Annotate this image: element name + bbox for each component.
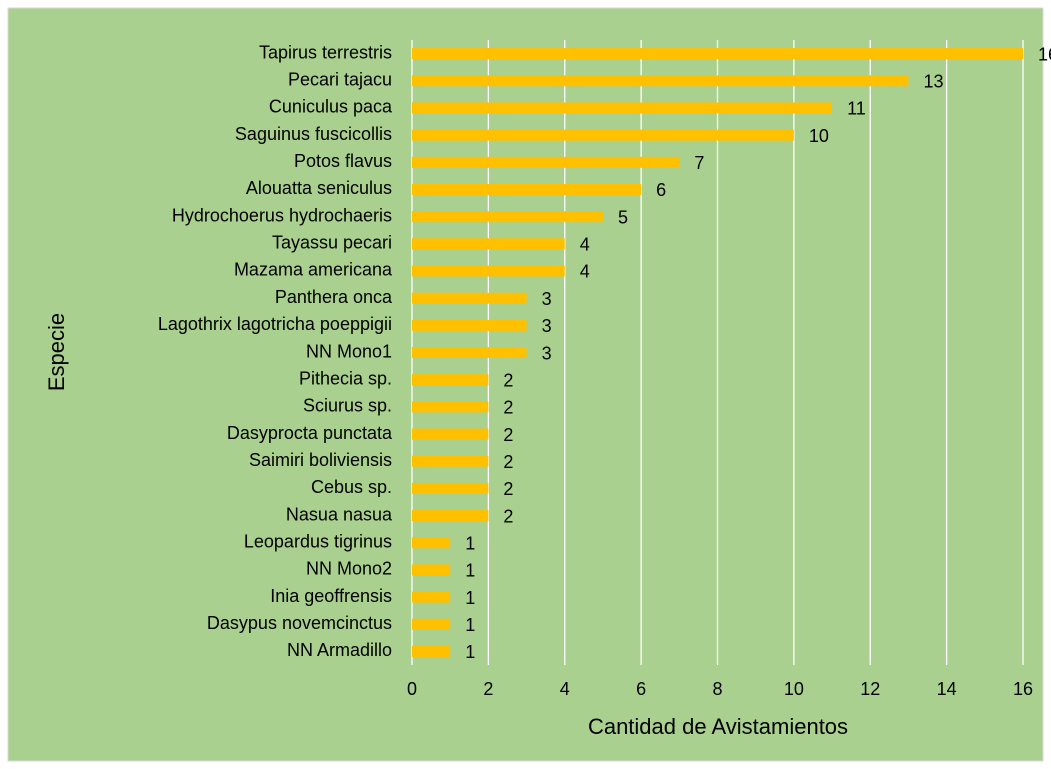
x-tick-label: 12	[860, 679, 880, 699]
value-label: 11	[847, 99, 866, 119]
y-tick-label: Leopardus tigrinus	[244, 531, 392, 551]
bar	[412, 645, 451, 657]
bar	[412, 48, 1023, 60]
bar	[412, 319, 527, 331]
value-label: 4	[580, 235, 590, 255]
y-tick-label: Cuniculus paca	[269, 97, 393, 117]
x-tick-label: 4	[560, 679, 570, 699]
bar	[412, 537, 451, 549]
y-tick-label: Saimiri boliviensis	[249, 450, 392, 470]
y-tick-label: Dasypus novemcinctus	[207, 613, 392, 633]
bar	[412, 482, 489, 494]
x-tick-label: 8	[712, 679, 722, 699]
value-label: 13	[923, 72, 943, 92]
y-tick-label: Hydrochoerus hydrochaeris	[172, 205, 392, 225]
x-tick-label: 0	[407, 679, 417, 699]
bar	[412, 238, 565, 250]
bar	[412, 183, 642, 195]
y-tick-label: NN Mono2	[306, 559, 392, 579]
y-tick-label: Dasyprocta punctata	[227, 423, 393, 443]
y-tick-label: Lagothrix lagotricha poeppigii	[158, 314, 392, 334]
y-tick-label: Tapirus terrestris	[259, 42, 392, 62]
x-tick-label: 16	[1013, 679, 1033, 699]
bar	[412, 292, 527, 304]
bar	[412, 455, 489, 467]
bar	[412, 564, 451, 576]
y-tick-label: Potos flavus	[294, 151, 392, 171]
bar	[412, 156, 680, 168]
value-label: 7	[694, 153, 704, 173]
value-label: 1	[465, 588, 475, 608]
x-tick-label: 10	[784, 679, 804, 699]
bar	[412, 102, 833, 114]
y-tick-label: Nasua nasua	[286, 504, 393, 524]
x-tick-label: 6	[636, 679, 646, 699]
x-tick-label: 14	[937, 679, 957, 699]
bar	[412, 428, 489, 440]
bar	[412, 129, 794, 141]
y-tick-label: Cebus sp.	[311, 477, 392, 497]
bar	[412, 211, 603, 223]
chart-background	[7, 7, 1044, 762]
value-label: 2	[503, 479, 513, 499]
value-label: 1	[465, 533, 475, 553]
value-label: 10	[809, 126, 829, 146]
value-label: 2	[503, 425, 513, 445]
bar	[412, 347, 527, 358]
x-axis-label: Cantidad de Avistamientos	[588, 714, 848, 739]
value-label: 3	[542, 316, 552, 336]
y-tick-label: Mazama americana	[234, 260, 393, 280]
value-label: 2	[503, 506, 513, 526]
bar	[412, 401, 489, 413]
y-tick-label: Pithecia sp.	[299, 368, 392, 388]
value-label: 1	[465, 642, 475, 662]
y-tick-label: Pecari tajacu	[288, 70, 392, 90]
value-label: 1	[465, 615, 475, 635]
value-label: 3	[542, 289, 552, 309]
value-label: 1	[465, 561, 475, 581]
value-label: 2	[503, 452, 513, 472]
bar	[412, 265, 565, 277]
bar	[412, 591, 451, 603]
bar	[412, 510, 489, 522]
y-axis-label: Especie	[44, 313, 69, 391]
bar	[412, 75, 909, 87]
y-tick-label: Saguinus fuscicollis	[235, 124, 392, 144]
value-label: 6	[656, 180, 666, 200]
bar	[412, 374, 489, 386]
value-label: 16	[1038, 44, 1051, 64]
value-label: 2	[503, 370, 513, 390]
value-label: 4	[580, 262, 590, 282]
y-tick-label: Inia geoffrensis	[270, 586, 392, 606]
y-tick-label: Panthera onca	[275, 287, 393, 307]
value-label: 5	[618, 207, 628, 227]
y-tick-label: Tayassu pecari	[272, 233, 392, 253]
y-tick-label: Sciurus sp.	[303, 396, 392, 416]
y-tick-label: NN Mono1	[306, 341, 392, 361]
bar	[412, 618, 451, 630]
y-tick-label: Alouatta seniculus	[246, 178, 392, 198]
y-tick-label: NN Armadillo	[287, 640, 392, 660]
value-label: 2	[503, 398, 513, 418]
x-tick-label: 2	[483, 679, 493, 699]
value-label: 3	[542, 343, 552, 363]
